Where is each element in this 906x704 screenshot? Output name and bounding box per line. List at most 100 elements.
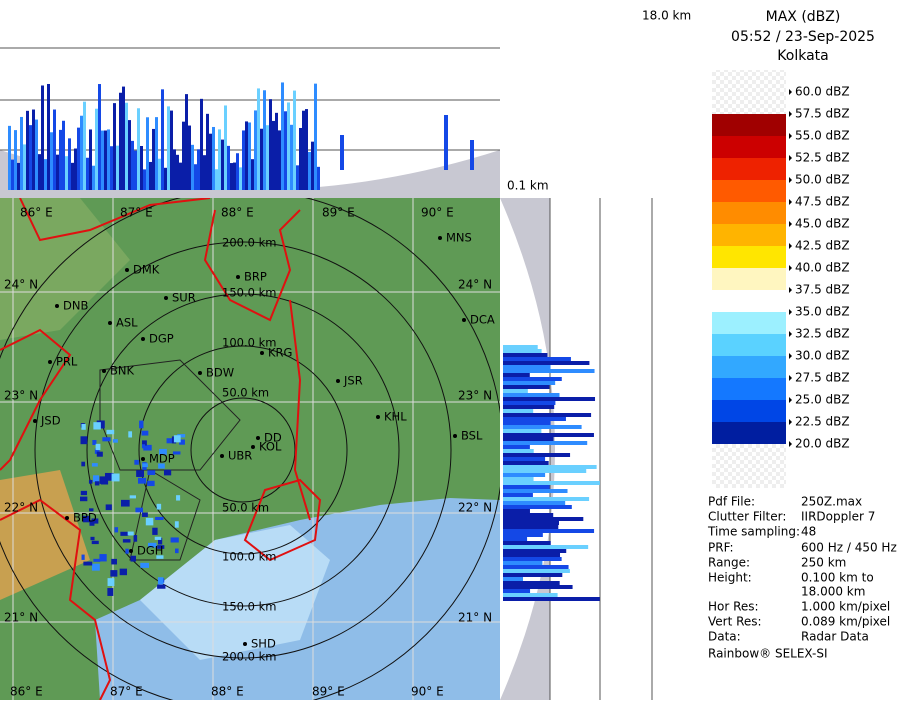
echo [503,529,595,533]
echo [302,110,305,190]
legend-swatch [712,224,786,246]
echo [105,504,112,511]
echo [53,109,56,190]
info-value: 250Z.max [801,495,862,509]
echo [141,444,146,449]
echo [111,473,120,482]
city-label: JSD [40,414,61,428]
echo [146,117,149,190]
echo [99,476,106,484]
legend-tick [789,221,792,227]
echo [503,437,554,441]
title: MAX (dBZ) [766,9,841,25]
echo [167,106,170,190]
info-key: Range: [708,556,750,570]
info-key: Data: [708,630,741,644]
echo [503,461,549,465]
location: Kolkata [777,48,828,64]
info-value: 18.000 km [801,585,865,599]
city-dot [453,434,457,438]
echo [107,578,115,586]
echo [129,495,136,499]
echo [14,130,17,190]
echo [119,92,122,190]
legend-tick [789,375,792,381]
echo [245,121,248,190]
echo [503,413,592,417]
height-bottom: 0.1 km [507,179,549,193]
echo [194,164,197,190]
echo [91,563,100,571]
legend-tick [789,353,792,359]
info-value: IIRDoppler 7 [801,510,875,524]
legend-label: 57.5 dBZ [795,107,850,121]
city-dot [336,379,340,383]
legend-tick [789,199,792,205]
echo [251,159,254,190]
legend-tick [789,265,792,271]
city-label: JSR [343,374,363,388]
echo [503,513,554,517]
city-label: UBR [228,449,252,463]
echo [272,120,275,190]
city-label: MDP [149,452,175,466]
legend-label: 55.0 dBZ [795,129,850,143]
info-key: Pdf File: [708,495,755,509]
echo [188,125,191,190]
echo [503,545,589,549]
echo [93,422,101,430]
echo [20,116,23,190]
echo [93,558,101,562]
echo [140,562,150,568]
echo [80,436,88,445]
echo [503,585,573,589]
lat-label: 21° N [4,611,38,625]
legend-label: 32.5 dBZ [795,327,850,341]
echo [275,112,278,190]
echo [209,133,212,190]
echo [340,135,344,170]
echo [203,155,206,190]
info-value: 250 km [801,556,846,570]
echo [152,527,158,535]
legend-swatch [712,378,786,400]
ring-label: 100.0 km [222,336,276,350]
info-key: PRF: [708,541,734,555]
footer: Rainbow® SELEX-SI [708,647,828,661]
echo [92,165,95,190]
city-dot [243,642,247,646]
echo [503,581,560,585]
legend-swatch [712,180,786,202]
echo [503,517,584,521]
echo [503,397,596,401]
echo [503,377,562,381]
ring-label: 200.0 km [222,650,276,664]
lon-label: 87° E [120,206,153,220]
city-label: BPD [73,511,97,525]
echo [503,505,572,509]
echo [503,373,530,377]
echo [503,489,568,493]
top-section [0,0,500,198]
city-label: DNB [63,299,88,313]
echo [157,584,166,589]
city-label: BNK [110,364,134,378]
echo [101,130,104,190]
echo [134,459,139,465]
echo [80,115,83,190]
info-value: 48 [801,525,816,539]
echo [266,125,269,190]
info-key: Clutter Filter: [708,510,786,524]
echo [135,507,143,513]
echo [120,499,130,507]
lon-label: 87° E [110,685,143,699]
echo [86,157,89,190]
echo [263,90,266,190]
echo [128,120,131,190]
city-label: SUR [172,291,196,305]
city-dot [462,318,466,322]
echo [503,537,528,541]
echo [147,470,156,475]
ring-label: 50.0 km [222,386,269,400]
echo [161,89,164,190]
